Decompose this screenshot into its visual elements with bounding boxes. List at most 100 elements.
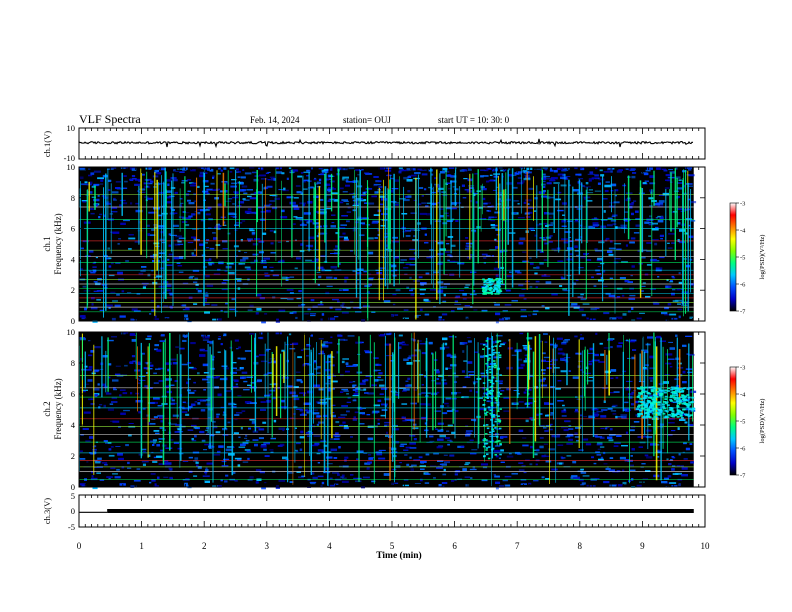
spectrogram-cell <box>641 172 648 174</box>
spectrogram-cell <box>399 462 402 464</box>
spectrogram-cell <box>154 171 158 174</box>
spectrogram-cell <box>337 167 343 170</box>
spectrogram-cell <box>202 336 210 339</box>
spectrogram-cell <box>252 253 259 256</box>
spectrogram-cell <box>243 199 250 201</box>
spectrogram-cell <box>334 316 339 318</box>
spectrogram-cell <box>658 200 665 203</box>
spectrogram-cell <box>115 446 121 447</box>
spectrogram-cell <box>659 168 666 170</box>
spectrogram-cell <box>518 242 524 245</box>
spectrogram-cell <box>574 167 578 170</box>
spectrogram-cell <box>200 209 207 212</box>
spectrogram-cell <box>79 315 86 318</box>
spectrogram-cell <box>134 183 141 186</box>
spectrogram-cell <box>592 222 599 225</box>
spectrogram-cell <box>212 232 216 234</box>
spectrogram-cell <box>338 446 341 449</box>
spectrogram-cell <box>264 204 271 207</box>
hiss-cell <box>488 289 492 291</box>
spectrogram-cell <box>516 171 523 173</box>
spectrogram-cell <box>490 216 497 218</box>
spectrogram-cell <box>205 291 208 294</box>
spectrogram-cell <box>240 176 246 179</box>
spectrogram-cell <box>664 187 670 189</box>
spectrogram-cell <box>561 415 567 417</box>
spectrogram-cell <box>238 201 245 204</box>
spectrogram-cell <box>603 347 610 349</box>
spectrogram-cell <box>439 434 446 438</box>
spectrogram-cell <box>451 202 457 205</box>
spectrogram-cell <box>621 445 628 447</box>
spectrogram-cell <box>374 379 379 382</box>
spectrogram-cell <box>649 395 653 397</box>
spectrogram-cell <box>467 361 473 364</box>
spectrogram-cell <box>465 462 471 464</box>
spectrogram-cell <box>405 380 409 382</box>
spectrogram-cell <box>99 309 105 311</box>
spectrogram-cell <box>401 213 408 215</box>
spectrogram-cell <box>689 443 693 445</box>
spectrogram-cell <box>583 226 587 228</box>
spectrogram-cell <box>81 183 87 186</box>
spectrogram-cell <box>566 455 572 457</box>
spectrogram-cell <box>421 416 427 420</box>
spectrogram-cell <box>352 228 357 232</box>
spectrogram-cell <box>100 179 104 182</box>
spectrogram-cell <box>310 472 315 475</box>
spectrogram-cell <box>234 418 238 421</box>
spectrogram-cell <box>631 448 635 451</box>
spectrogram-cell <box>80 434 84 436</box>
spectrogram-cell <box>646 456 653 459</box>
spectrogram-cell <box>94 395 97 398</box>
spectrogram-cell <box>94 203 98 207</box>
hiss-cell <box>497 293 500 295</box>
spectrogram-cell <box>156 455 163 458</box>
spectrogram-cell <box>664 314 671 316</box>
spectrogram-cell <box>154 344 159 347</box>
spectrogram-cell <box>147 167 152 170</box>
spectrogram-cell <box>178 256 184 259</box>
spectrogram-cell <box>217 393 222 397</box>
spectrogram-cell <box>436 202 440 204</box>
spectrogram-cell <box>238 346 241 349</box>
spectrogram-cell <box>299 436 305 439</box>
spectrogram-cell <box>106 392 109 394</box>
spectrogram-cell <box>621 469 625 472</box>
spectrogram-cell <box>580 468 584 471</box>
spectrogram-cell <box>448 375 452 377</box>
spectrogram-cell <box>550 412 554 415</box>
spectrogram-cell <box>620 414 628 416</box>
spectrogram-cell <box>295 185 301 187</box>
spectrogram-cell <box>296 257 301 260</box>
spectrogram-cell <box>585 443 592 446</box>
spectrogram-cell <box>343 168 348 171</box>
spectrogram-cell <box>274 197 280 200</box>
spectrogram-cell <box>342 289 349 291</box>
spectrogram-cell <box>571 303 578 306</box>
spectrogram-cell <box>495 274 499 277</box>
spectrogram-cell <box>413 168 416 171</box>
spectrogram-cell <box>212 318 218 321</box>
spectrogram-cell <box>286 289 294 291</box>
spectrogram-cell <box>556 167 563 170</box>
spectrogram-cell <box>406 362 413 365</box>
spectrogram-cell <box>527 203 530 205</box>
spectrogram-cell <box>308 236 316 239</box>
spectrogram-cell <box>409 289 413 292</box>
spectrogram-cell <box>243 192 248 194</box>
spectrogram-cell <box>279 259 285 262</box>
spectrogram-cell <box>550 222 554 225</box>
spectrogram-cell <box>157 305 160 308</box>
spectrogram-cell <box>601 219 608 221</box>
spectrogram-cell <box>585 259 592 261</box>
spectrogram-cell <box>528 171 532 174</box>
spectrogram-cell <box>252 243 259 246</box>
spectrogram-cell <box>594 190 602 192</box>
spectrogram-cell <box>79 176 84 180</box>
spectrogram-cell <box>356 458 359 460</box>
spectrogram-cell <box>562 358 568 361</box>
spectrogram-cell <box>595 249 603 252</box>
spectrogram-cell <box>647 167 653 170</box>
